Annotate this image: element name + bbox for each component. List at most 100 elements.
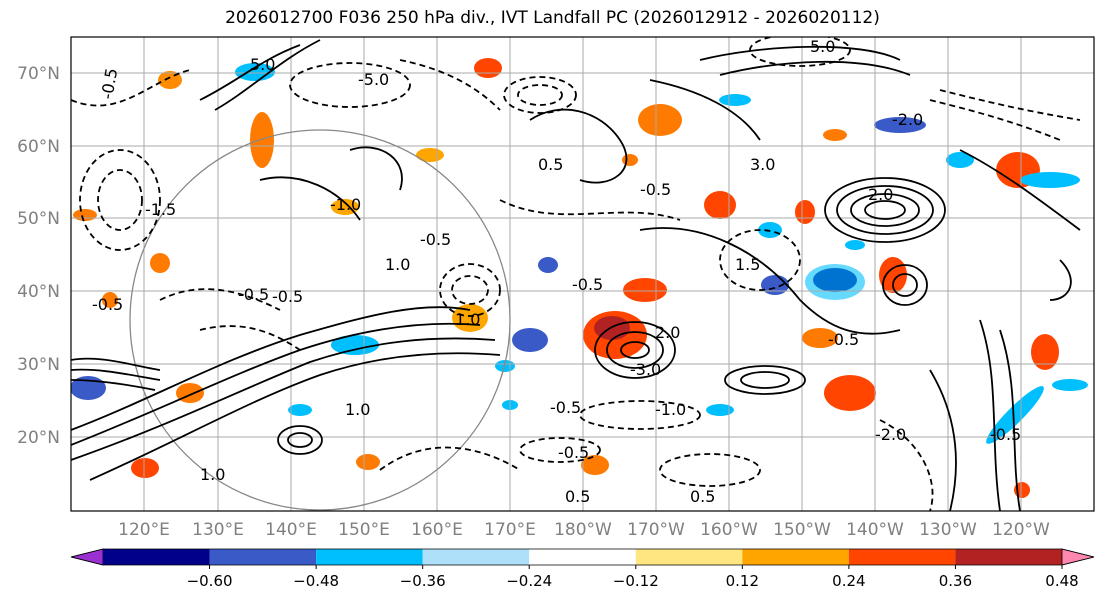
lon-label: 120°E [118,520,170,540]
contour-label: -0.5 [550,398,581,417]
lat-label: 60°N [17,137,60,157]
lon-label: 180°W [554,520,612,540]
contour-label: -2.0 [875,425,906,444]
fill-patch [73,209,97,221]
contour-label: 0.5 [565,487,590,506]
contour-label: -3.0 [630,360,661,379]
colorbar-segment [209,549,317,565]
lon-label: 130°E [192,520,244,540]
contour-label: -0.5 [238,285,269,304]
fill-patch [623,278,667,302]
colorbar-segment [955,549,1062,565]
contours-negative [71,37,1081,511]
colorbar-outline [70,548,1095,566]
fill-patch [356,454,380,470]
lon-label: 120°W [992,520,1050,540]
fill-patch [845,240,865,250]
fill-patch [823,129,847,141]
fill-patch [474,58,502,78]
contour-label: -0.5 [272,287,303,306]
fill-patch [1020,172,1080,188]
lon-label: 170°E [484,520,536,540]
fill-patch [288,404,312,416]
contours-positive [71,39,1081,511]
contour-label: -1.0 [655,400,686,419]
contour-label: -0.5 [420,230,451,249]
contour-label: -0.5 [990,425,1021,444]
contour-label: 1.0 [200,465,225,484]
fill-patch [581,455,609,475]
lat-label: 50°N [17,209,60,229]
contour-label: 1.5 [735,255,760,274]
colorbar-segment [529,549,636,565]
colorbar-segment [742,549,849,565]
colorbar-segment [103,549,210,565]
lon-label: 160°E [411,520,463,540]
fill-patch [1052,379,1088,391]
fill-patch [824,375,876,411]
contour-label: 2.0 [655,323,680,342]
contour-label: 1.0 [345,400,370,419]
contour-label: -2.0 [892,110,923,129]
lat-label: 40°N [17,282,60,302]
contour-labels: -0.5 -5.0 0.5 -1.5 -1.0 -0.5 -0.5 2.0 -3… [92,37,1021,506]
lon-labels: 120°E 130°E 140°E 150°E 160°E 170°E 180°… [118,520,1050,540]
fill-patch [795,200,815,224]
fill-patch [761,275,789,295]
fill-patch [250,112,274,168]
lon-label: 170°W [627,520,685,540]
fill-patch [1031,334,1059,370]
contour-label: 5.0 [250,55,275,74]
lat-label: 30°N [17,355,60,375]
contour-label: -0.5 [558,443,589,462]
fill-patch [331,199,359,215]
contour-label: 3.0 [750,155,775,174]
contour-label: -0.5 [92,295,123,314]
colorbar-tick-label: 0.48 [1045,572,1078,590]
fill-patch [706,404,734,416]
plot-frame [70,36,1095,512]
fill-patch [758,222,782,238]
map-title: 2026012700 F036 250 hPa div., IVT Landfa… [225,8,880,28]
region-circle [129,129,511,511]
colorbar-segment [635,549,743,565]
contour-label: 1.0 [385,255,410,274]
lon-label: 140°E [265,520,317,540]
lon-label: 150°E [338,520,390,540]
contour-label: 0.5 [538,155,563,174]
colorbar-tick-label: −0.60 [187,572,233,590]
fill-patch [638,104,682,136]
fill-patch [512,328,548,352]
colorbar [70,548,1095,566]
colorbar-tick-label: −0.24 [506,572,552,590]
lat-label: 70°N [17,64,60,84]
fill-patch [331,335,379,355]
fill-patch [986,386,1044,444]
contour-label: 2.0 [868,185,893,204]
contour-label: -1.0 [330,195,361,214]
lat-labels: 70°N 60°N 50°N 40°N 30°N 20°N [17,64,60,448]
contour-label: -0.5 [640,180,671,199]
lat-label: 20°N [17,428,60,448]
contour-label: -0.5 [828,330,859,349]
lon-label: 140°W [846,520,904,540]
fill-patch [874,117,926,133]
fill-patch [802,328,838,348]
colorbar-tick-label: −0.36 [400,572,446,590]
colorbar-extend-high [1061,548,1095,566]
contour-label: 5.0 [810,37,835,56]
fill-patch [622,154,638,166]
contour-label: 0.5 [690,487,715,506]
fill-patch [131,458,159,478]
colorbar-tick-label: −0.12 [613,572,659,590]
fill-patch [704,191,736,219]
contour-label: 1.0 [455,310,480,329]
fill-patch [150,253,170,273]
fill-patch [538,257,558,273]
colorbar-segment [422,549,530,565]
lon-label: 160°W [700,520,758,540]
colorbar-tick-label: −0.48 [293,572,339,590]
colorbar-segment [848,549,956,565]
contour-label: -1.5 [145,200,176,219]
